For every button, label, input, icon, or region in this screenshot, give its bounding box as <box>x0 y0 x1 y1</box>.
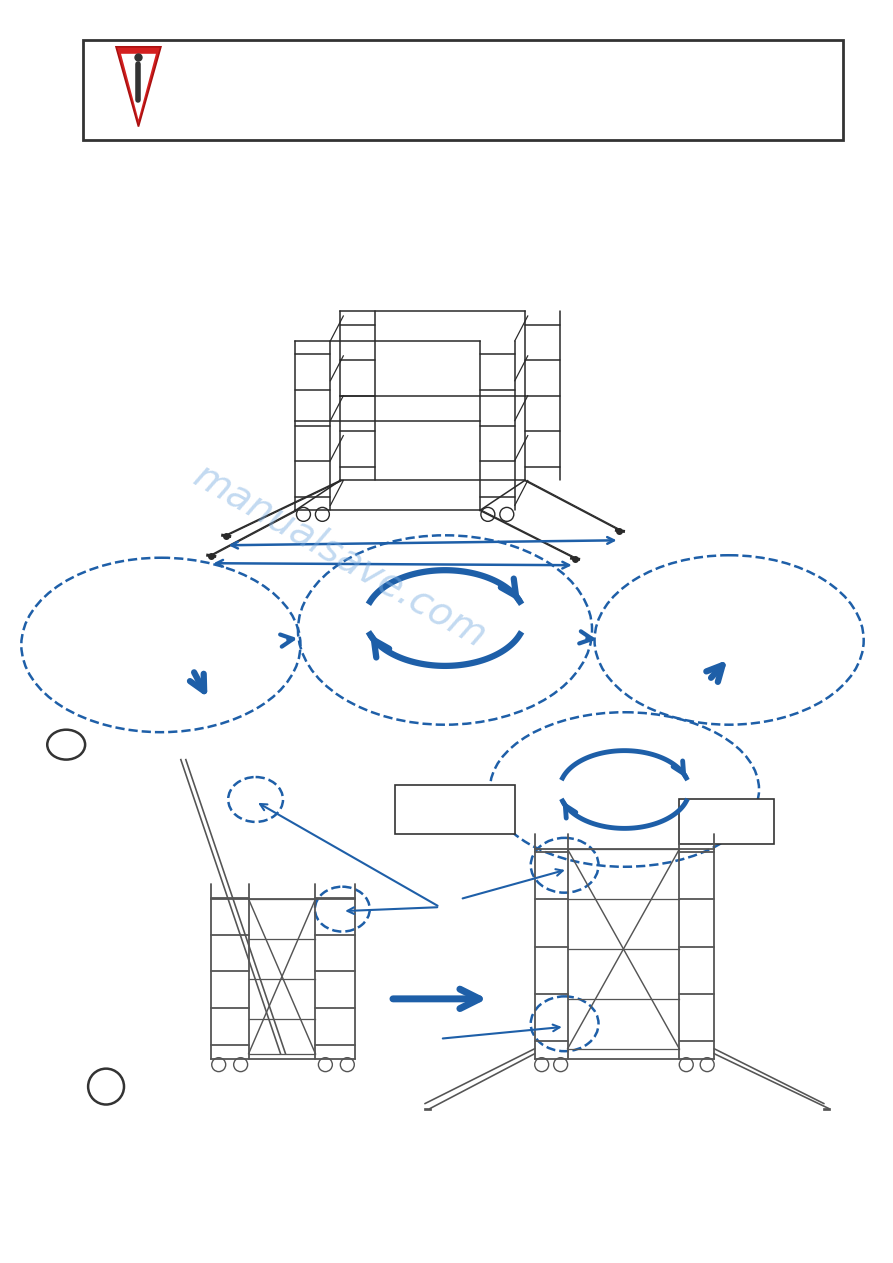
FancyBboxPatch shape <box>680 799 774 845</box>
Polygon shape <box>116 47 161 126</box>
Polygon shape <box>121 54 156 120</box>
FancyBboxPatch shape <box>83 40 843 139</box>
Text: manualsave.com: manualsave.com <box>187 456 493 655</box>
FancyBboxPatch shape <box>396 784 514 835</box>
